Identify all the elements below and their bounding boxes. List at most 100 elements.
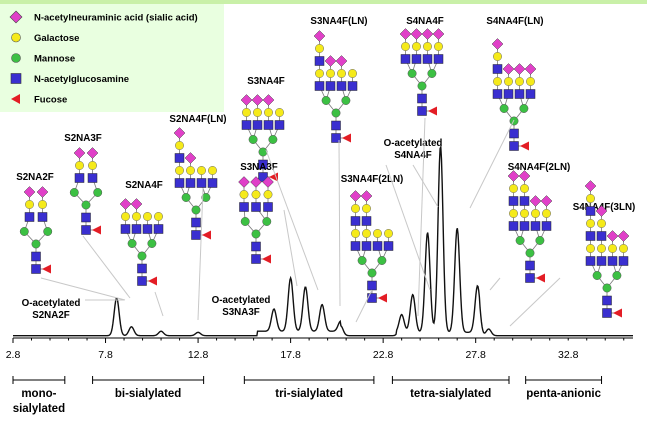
glycan-structure — [313, 30, 358, 143]
glcnac-residue — [142, 224, 153, 234]
legend-label: Mannose — [34, 54, 75, 65]
legend-symbol-fucose — [11, 94, 20, 104]
sialic-acid-residue — [421, 28, 434, 40]
fucose-residue — [42, 264, 51, 274]
galactose-residue — [132, 212, 141, 221]
sialic-acid-residue — [349, 190, 362, 202]
glycan-structure — [240, 94, 285, 182]
glcnac-residue — [251, 254, 261, 264]
fucose-residue — [428, 106, 437, 116]
glcnac-residue — [509, 128, 519, 139]
leader-line — [283, 209, 298, 287]
galactose-residue — [348, 69, 357, 78]
leader-line — [412, 164, 439, 208]
galactose-residue — [263, 190, 273, 199]
galactose-residue — [208, 166, 217, 175]
leader-line — [154, 291, 164, 317]
galactose-residue — [586, 244, 595, 253]
glcnac-residue — [174, 153, 185, 163]
group-label: tri-sialylated — [275, 388, 343, 400]
glcnac-residue — [196, 178, 207, 188]
fucose-residue — [148, 276, 157, 286]
mannose-residue — [127, 239, 137, 248]
fucose-residue — [378, 293, 387, 303]
group-bracket: penta-anionic — [525, 376, 603, 400]
glcnac-residue — [508, 196, 519, 206]
glcnac-residue — [607, 256, 618, 266]
peak-annotation: S4NA4F — [406, 16, 444, 27]
galactose-residue — [75, 161, 84, 170]
glcnac-residue — [258, 159, 268, 170]
x-tick-label: 2.8 — [6, 349, 21, 361]
galactose-residue — [493, 52, 502, 61]
legend-label: N-acetylneuraminic acid (sialic acid) — [34, 13, 198, 24]
glcnac-residue — [263, 202, 273, 212]
galactose-residue — [586, 194, 595, 203]
group-label: sialylated — [13, 403, 65, 415]
galactose-residue — [362, 229, 371, 238]
sialic-acid-residue — [584, 180, 597, 192]
galactose-residue — [619, 244, 628, 253]
glcnac-residue — [314, 81, 325, 91]
fucose-residue — [520, 141, 529, 151]
peak-label: S4NA4F(3LN) — [573, 202, 636, 213]
glcnac-residue — [185, 178, 196, 188]
mannose-residue — [240, 217, 250, 226]
sialic-acid-residue — [529, 195, 542, 207]
glcnac-residue — [372, 241, 383, 251]
glcnac-residue — [137, 276, 147, 286]
glcnac-residue — [361, 216, 372, 226]
glycan-structure — [173, 127, 218, 240]
sialic-acid-residue — [335, 55, 348, 67]
x-tick-label: 32.8 — [558, 349, 579, 361]
leader-line — [509, 277, 561, 327]
glycan-structure — [507, 170, 553, 283]
glcnac-residue — [153, 224, 164, 234]
glcnac-residue — [519, 221, 530, 231]
galactose-residue — [326, 69, 335, 78]
sialic-acid-residue — [262, 94, 275, 106]
galactose-residue — [351, 204, 360, 213]
glcnac-residue — [618, 256, 629, 266]
peak-label: S3NA4F — [247, 76, 285, 87]
sialic-acid-residue — [513, 63, 526, 75]
peak-annotation: S2NA4F(LN) — [169, 114, 226, 125]
glcnac-residue — [331, 133, 341, 143]
mannose-residue — [331, 108, 341, 118]
fucose-residue — [613, 308, 622, 318]
peak-label: S2NA3F — [64, 133, 102, 144]
peak-label: S4NA4F — [406, 16, 444, 27]
glcnac-residue — [347, 81, 358, 91]
glcnac-residue — [325, 81, 336, 91]
peak-annotation: S4NA4F(3LN) — [573, 202, 636, 213]
sialic-acid-residue — [240, 94, 253, 106]
sialic-acid-residue — [173, 127, 186, 139]
leader-line — [385, 164, 431, 291]
group-label: penta-anionic — [526, 388, 601, 400]
galactose-residue — [493, 77, 502, 86]
mannose-residue — [321, 96, 331, 105]
sialic-acid-residue — [491, 38, 504, 50]
peak-label: S2NA4F(LN) — [169, 114, 226, 125]
glcnac-residue — [191, 230, 201, 240]
sialic-acid-residue — [324, 55, 337, 67]
galactose-residue — [504, 77, 513, 86]
glcnac-residue — [585, 256, 596, 266]
galactose-residue — [154, 212, 163, 221]
galactose-residue — [384, 229, 393, 238]
sialic-acid-residue — [238, 176, 250, 188]
peak-label: O-acetylated — [384, 138, 443, 149]
leader-line — [197, 187, 204, 321]
galactose-residue — [121, 212, 130, 221]
glcnac-residue — [336, 81, 347, 91]
sialic-acid-residue — [518, 170, 531, 182]
glcnac-residue — [350, 241, 361, 251]
mannose-residue — [525, 248, 535, 258]
glcnac-residue — [400, 54, 411, 64]
glcnac-residue — [602, 308, 612, 318]
glcnac-residue — [422, 54, 433, 64]
glcnac-residue — [492, 64, 503, 74]
legend-label: N-acetylglucosamine — [34, 74, 129, 85]
